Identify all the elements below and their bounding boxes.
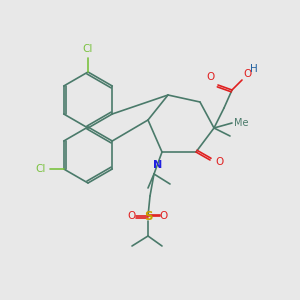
Text: O: O [128,211,136,221]
Text: O: O [215,157,223,167]
Text: O: O [160,211,168,221]
Text: O: O [243,69,251,79]
Text: S: S [144,209,152,223]
Text: Cl: Cl [35,164,46,174]
Text: Me: Me [234,118,248,128]
Text: Cl: Cl [83,44,93,54]
Text: N: N [153,160,163,170]
Text: H: H [250,64,258,74]
Text: O: O [207,72,215,82]
